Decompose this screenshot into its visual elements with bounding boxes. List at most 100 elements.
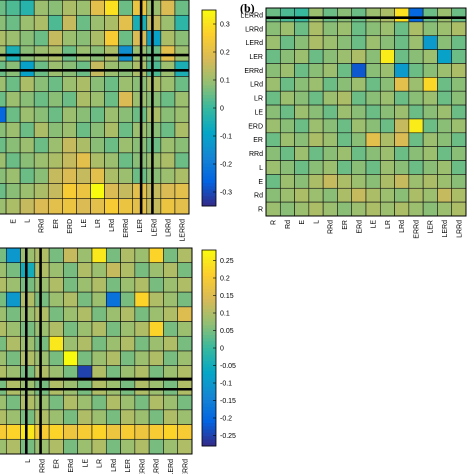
heatmap-cell xyxy=(33,121,49,138)
heatmap-cell xyxy=(90,14,105,31)
heatmap-cell xyxy=(34,321,50,337)
heatmap-cell xyxy=(160,137,176,154)
heatmap-cell xyxy=(163,335,179,352)
heatmap-cell xyxy=(105,321,121,337)
colorbar-tick-label: -0.1 xyxy=(220,380,232,387)
heatmap-cell xyxy=(379,49,395,64)
colorbar-tick-label: 0.3 xyxy=(220,21,230,28)
heatmap-cell xyxy=(422,35,438,50)
heatmap-cell xyxy=(351,77,367,92)
heatmap-cell xyxy=(104,152,119,169)
heatmap-cell xyxy=(294,146,310,161)
heatmap-cell xyxy=(437,104,453,120)
heatmap-cell xyxy=(160,167,176,184)
heatmap-cell xyxy=(76,152,91,169)
heatmap-cell xyxy=(76,91,91,108)
heatmap-cell xyxy=(379,35,395,50)
x-tick-label: Rd xyxy=(285,220,292,229)
heatmap-cell xyxy=(451,90,467,106)
y-tick-label: LE xyxy=(254,109,263,116)
heatmap-cell xyxy=(91,321,107,337)
x-tick-label: LER xyxy=(428,220,435,234)
heatmap-cell xyxy=(337,7,353,23)
heatmap-cell xyxy=(76,167,91,184)
heatmap-cell xyxy=(19,137,35,154)
heatmap-cell xyxy=(322,21,338,37)
heatmap-cell xyxy=(5,106,21,123)
x-tick-label: E xyxy=(11,219,18,224)
heatmap-cell xyxy=(63,424,79,440)
colorbar-segment xyxy=(202,26,216,30)
heatmap-cell xyxy=(48,277,64,293)
heatmap-cell xyxy=(47,30,63,47)
heatmap-cell xyxy=(19,121,35,138)
colorbar-segment xyxy=(202,166,216,171)
heatmap-cell xyxy=(33,91,49,108)
colorbar-segment xyxy=(202,250,216,254)
heatmap-cell xyxy=(437,90,453,106)
colorbar-segment xyxy=(202,341,216,346)
heatmap-cell xyxy=(337,21,353,37)
heatmap-cell xyxy=(62,0,77,16)
heatmap-cell xyxy=(77,335,93,352)
heatmap-cell xyxy=(160,152,176,169)
heatmap-cell xyxy=(279,132,295,147)
heatmap-cell xyxy=(308,49,324,64)
heatmap-cell xyxy=(63,306,79,322)
heatmap-cell xyxy=(104,76,119,93)
x-tick-label: LR xyxy=(95,219,102,228)
heatmap-cell xyxy=(48,247,64,264)
heatmap-cell xyxy=(62,183,77,200)
heatmap-cell xyxy=(104,60,119,77)
heatmap-cell xyxy=(146,198,162,215)
heatmap-cell xyxy=(5,121,21,138)
heatmap-cell xyxy=(394,187,410,203)
heatmap-cell xyxy=(294,35,310,50)
heatmap-cell xyxy=(394,104,410,120)
heatmap-frame xyxy=(0,0,190,215)
heatmap-cell xyxy=(33,167,49,184)
heatmap-cell xyxy=(322,49,338,64)
heatmap-cell xyxy=(351,7,367,23)
heatmap-cell xyxy=(365,104,381,120)
heatmap-cell xyxy=(62,91,77,108)
colorbar-segment xyxy=(202,176,216,181)
heatmap-cell xyxy=(422,63,438,78)
heatmap-cell xyxy=(132,121,148,138)
colorbar-segment xyxy=(202,114,216,119)
heatmap-cell xyxy=(408,118,424,134)
heatmap-cell xyxy=(5,409,21,425)
heatmap-cell xyxy=(48,291,64,308)
heatmap-cell xyxy=(76,0,91,16)
x-tick-label: LERd xyxy=(442,220,449,238)
colorbar-segment xyxy=(202,62,216,66)
colorbar-segment xyxy=(202,10,216,14)
colorbar-segment xyxy=(202,334,216,339)
heatmap-cell xyxy=(118,152,134,169)
heatmap-cell xyxy=(5,76,21,93)
colorbar-segment xyxy=(202,101,216,106)
heatmap-cell xyxy=(76,30,91,47)
x-tick-label: LRd xyxy=(399,220,406,233)
colorbar-segment xyxy=(202,88,216,93)
heatmap-cell xyxy=(322,90,338,106)
heatmap-cell xyxy=(76,137,91,154)
heatmap-cell xyxy=(160,91,176,108)
x-tick-label: LRRd xyxy=(154,459,161,474)
heatmap-cell xyxy=(134,262,150,278)
heatmap-cell xyxy=(48,409,64,425)
heatmap-cell xyxy=(104,167,119,184)
colorbar-segment xyxy=(202,108,216,112)
heatmap-cell xyxy=(146,30,162,47)
colorbar-segment xyxy=(202,196,216,200)
heatmap-cell xyxy=(174,167,190,184)
heatmap-cell xyxy=(0,76,7,93)
heatmap-cell xyxy=(120,350,136,367)
heatmap-cell xyxy=(104,121,119,138)
heatmap-cell xyxy=(279,90,295,106)
heatmap-cell xyxy=(105,394,121,411)
colorbar-tick-label: -0.25 xyxy=(220,433,236,440)
heatmap-cell xyxy=(163,321,179,337)
heatmap-cell xyxy=(177,277,193,293)
colorbar-segment xyxy=(202,426,216,431)
